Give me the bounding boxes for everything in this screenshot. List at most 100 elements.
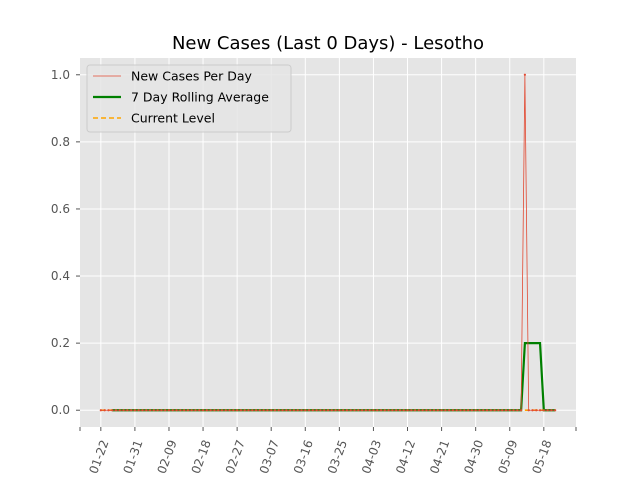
y-tick-label: 1.0 bbox=[51, 68, 70, 82]
new-cases-point bbox=[107, 409, 110, 412]
new-cases-point bbox=[141, 409, 144, 412]
new-cases-point bbox=[538, 409, 542, 412]
new-cases-point bbox=[266, 409, 269, 412]
new-cases-point bbox=[368, 409, 371, 412]
new-cases-point bbox=[402, 409, 405, 412]
new-cases-point bbox=[485, 409, 489, 412]
legend-label: Current Level bbox=[131, 111, 215, 126]
new-cases-point bbox=[478, 409, 481, 412]
new-cases-point bbox=[213, 409, 216, 412]
new-cases-point bbox=[254, 409, 258, 412]
new-cases-point bbox=[307, 409, 311, 412]
new-cases-point bbox=[455, 409, 458, 412]
new-cases-point bbox=[130, 409, 133, 412]
new-cases-point bbox=[239, 409, 243, 412]
new-cases-point bbox=[190, 409, 193, 412]
new-cases-point bbox=[395, 409, 398, 412]
new-cases-point bbox=[126, 409, 129, 412]
y-tick-label: 0.6 bbox=[51, 202, 70, 216]
new-cases-point bbox=[410, 409, 413, 412]
new-cases-point bbox=[546, 409, 549, 412]
new-cases-point bbox=[429, 409, 432, 412]
new-cases-point bbox=[342, 409, 345, 412]
new-cases-point bbox=[198, 409, 201, 412]
new-cases-point bbox=[504, 409, 508, 412]
y-axis: 0.0 0.2 0.4 0.6 0.8 1.0 bbox=[51, 68, 80, 417]
new-cases-point bbox=[482, 409, 485, 412]
new-cases-point bbox=[148, 409, 152, 412]
new-cases-point bbox=[516, 409, 519, 412]
new-cases-point bbox=[262, 409, 265, 412]
new-cases-point bbox=[357, 409, 360, 412]
legend-label: 7 Day Rolling Average bbox=[131, 90, 269, 105]
new-cases-point bbox=[277, 409, 280, 412]
new-cases-point bbox=[251, 409, 254, 412]
new-cases-point bbox=[285, 409, 288, 412]
new-cases-point bbox=[425, 409, 428, 412]
new-cases-point bbox=[179, 409, 182, 412]
new-cases-point bbox=[376, 409, 379, 412]
new-cases-point bbox=[451, 409, 455, 412]
new-cases-point bbox=[205, 409, 208, 412]
legend-box bbox=[86, 64, 292, 133]
new-cases-point bbox=[315, 409, 318, 412]
new-cases-point bbox=[281, 409, 284, 412]
new-cases-point bbox=[463, 409, 466, 412]
new-cases-point bbox=[296, 409, 299, 412]
chart-title: New Cases (Last 0 Days) - Lesotho bbox=[172, 33, 484, 54]
new-cases-point bbox=[292, 409, 296, 412]
new-cases-point bbox=[413, 409, 417, 412]
new-cases-point bbox=[118, 409, 121, 412]
new-cases-point bbox=[273, 409, 277, 412]
new-cases-point bbox=[232, 409, 235, 412]
new-cases-point bbox=[353, 409, 356, 412]
new-cases-point bbox=[421, 409, 424, 412]
y-tick-label: 0.0 bbox=[51, 403, 70, 417]
new-cases-point bbox=[508, 409, 511, 412]
new-cases-point bbox=[175, 409, 178, 412]
new-cases-point bbox=[338, 409, 341, 412]
new-cases-point bbox=[194, 409, 197, 412]
new-cases-point bbox=[217, 409, 220, 412]
new-cases-point bbox=[224, 409, 227, 412]
new-cases-point bbox=[323, 409, 326, 412]
new-cases-point bbox=[531, 409, 534, 412]
new-cases-point bbox=[391, 409, 394, 412]
new-cases-point bbox=[387, 409, 390, 412]
new-cases-point bbox=[145, 409, 148, 412]
new-cases-point bbox=[550, 409, 553, 412]
new-cases-point bbox=[501, 409, 504, 412]
new-cases-point bbox=[345, 409, 349, 412]
new-cases-point bbox=[330, 409, 333, 412]
new-cases-point bbox=[300, 409, 303, 412]
new-cases-point bbox=[398, 409, 402, 412]
new-cases-point bbox=[201, 409, 205, 412]
new-cases-point bbox=[99, 409, 102, 412]
new-cases-point bbox=[379, 409, 383, 412]
new-cases-point bbox=[417, 409, 420, 412]
new-cases-point bbox=[512, 409, 515, 412]
new-cases-point bbox=[493, 409, 496, 412]
new-cases-point bbox=[436, 409, 439, 412]
new-cases-point bbox=[372, 409, 375, 412]
new-cases-point bbox=[186, 409, 190, 412]
new-cases-point bbox=[360, 409, 364, 412]
new-cases-point bbox=[183, 409, 186, 412]
new-cases-point bbox=[535, 409, 538, 412]
new-cases-point bbox=[319, 409, 322, 412]
new-cases-point bbox=[311, 409, 314, 412]
new-cases-point bbox=[304, 409, 307, 412]
new-cases-point bbox=[523, 73, 526, 76]
x-axis: 01-22 01-31 02-09 02-18 02-27 03-07 03-16 03-25… bbox=[79, 427, 577, 476]
legend-label: New Cases Per Day bbox=[131, 69, 252, 84]
new-cases-point bbox=[114, 409, 118, 412]
new-cases-point bbox=[364, 409, 367, 412]
series-layer bbox=[99, 73, 557, 412]
new-cases-point bbox=[243, 409, 246, 412]
new-cases-point bbox=[258, 409, 261, 412]
y-tick-label: 0.8 bbox=[51, 135, 70, 149]
new-cases-point bbox=[236, 409, 239, 412]
new-cases-point bbox=[466, 409, 470, 412]
new-cases-point bbox=[160, 409, 163, 412]
